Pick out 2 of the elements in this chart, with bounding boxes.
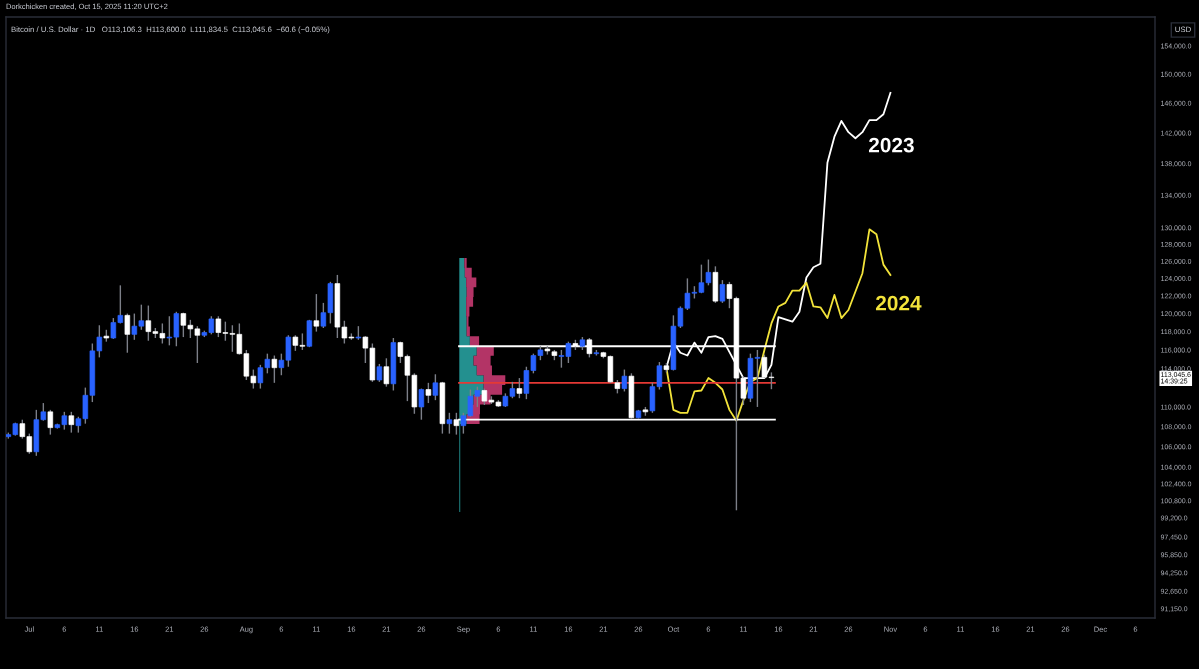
series-label: 2023 — [868, 137, 914, 153]
series-label: 2024 — [875, 295, 922, 311]
